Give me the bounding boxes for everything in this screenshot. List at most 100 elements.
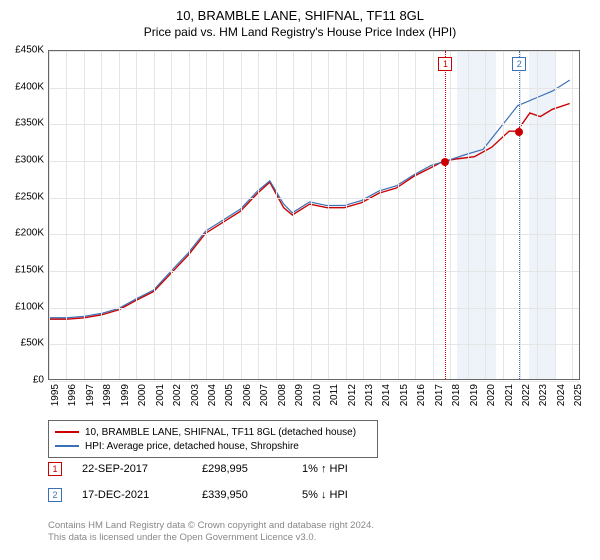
sale-date: 17-DEC-2021 — [82, 489, 182, 501]
x-axis-label: 2020 — [486, 384, 497, 414]
x-axis-label: 1999 — [120, 384, 131, 414]
gridline-v — [398, 51, 399, 379]
x-axis-label: 2013 — [364, 384, 375, 414]
gridline-v — [311, 51, 312, 379]
x-axis-label: 2015 — [399, 384, 410, 414]
sale-delta: 1% ↑ HPI — [302, 463, 348, 475]
gridline-v — [119, 51, 120, 379]
sale-marker-label: 1 — [438, 57, 452, 71]
x-axis-label: 2001 — [155, 384, 166, 414]
gridline-v — [241, 51, 242, 379]
gridline-h — [49, 344, 579, 345]
sale-marker-dot — [441, 158, 449, 166]
y-axis-label: £400K — [4, 81, 44, 92]
x-axis-label: 2008 — [277, 384, 288, 414]
gridline-v — [380, 51, 381, 379]
gridline-h — [49, 51, 579, 52]
y-axis-label: £450K — [4, 45, 44, 56]
footer-line: This data is licensed under the Open Gov… — [48, 532, 374, 544]
sale-delta: 5% ↓ HPI — [302, 489, 348, 501]
sale-row-marker: 2 — [48, 488, 62, 502]
gridline-h — [49, 161, 579, 162]
legend-item: HPI: Average price, detached house, Shro… — [55, 439, 371, 453]
gridline-v — [276, 51, 277, 379]
chart-subtitle: Price paid vs. HM Land Registry's House … — [0, 23, 600, 39]
sale-price: £298,995 — [202, 463, 282, 475]
y-axis-label: £250K — [4, 191, 44, 202]
chart-title: 10, BRAMBLE LANE, SHIFNAL, TF11 8GL — [0, 0, 600, 23]
legend-label: HPI: Average price, detached house, Shro… — [85, 441, 299, 452]
sale-row: 2 17-DEC-2021 £339,950 5% ↓ HPI — [48, 488, 348, 502]
gridline-h — [49, 124, 579, 125]
legend-label: 10, BRAMBLE LANE, SHIFNAL, TF11 8GL (det… — [85, 427, 356, 438]
gridline-v — [433, 51, 434, 379]
gridline-v — [293, 51, 294, 379]
x-axis-label: 2019 — [469, 384, 480, 414]
x-axis-label: 2009 — [294, 384, 305, 414]
x-axis-label: 2011 — [329, 384, 340, 414]
x-axis-label: 2000 — [137, 384, 148, 414]
x-axis-label: 2007 — [259, 384, 270, 414]
gridline-h — [49, 88, 579, 89]
gridline-v — [84, 51, 85, 379]
gridline-v — [572, 51, 573, 379]
legend-swatch — [55, 431, 79, 433]
gridline-v — [49, 51, 50, 379]
gridline-v — [171, 51, 172, 379]
chart-lines — [49, 51, 579, 379]
x-axis-label: 1996 — [67, 384, 78, 414]
gridline-h — [49, 381, 579, 382]
gridline-v — [346, 51, 347, 379]
gridline-v — [328, 51, 329, 379]
gridline-h — [49, 198, 579, 199]
legend-item: 10, BRAMBLE LANE, SHIFNAL, TF11 8GL (det… — [55, 425, 371, 439]
x-axis-label: 2025 — [573, 384, 584, 414]
gridline-v — [503, 51, 504, 379]
y-axis-label: £50K — [4, 338, 44, 349]
sale-row: 1 22-SEP-2017 £298,995 1% ↑ HPI — [48, 462, 348, 476]
x-axis-label: 2022 — [521, 384, 532, 414]
x-axis-label: 2012 — [347, 384, 358, 414]
x-axis-label: 1997 — [85, 384, 96, 414]
gridline-v — [154, 51, 155, 379]
gridline-v — [485, 51, 486, 379]
gridline-h — [49, 271, 579, 272]
gridline-v — [555, 51, 556, 379]
sale-row-marker: 1 — [48, 462, 62, 476]
x-axis-label: 2006 — [242, 384, 253, 414]
x-axis-label: 2016 — [416, 384, 427, 414]
sale-marker-dot — [515, 128, 523, 136]
y-axis-label: £200K — [4, 228, 44, 239]
gridline-v — [415, 51, 416, 379]
gridline-v — [66, 51, 67, 379]
sale-marker-line — [519, 51, 520, 379]
gridline-v — [258, 51, 259, 379]
y-axis-label: £350K — [4, 118, 44, 129]
y-axis-label: £300K — [4, 155, 44, 166]
x-axis-label: 2005 — [224, 384, 235, 414]
gridline-v — [189, 51, 190, 379]
gridline-v — [101, 51, 102, 379]
footer-line: Contains HM Land Registry data © Crown c… — [48, 520, 374, 532]
gridline-h — [49, 234, 579, 235]
sale-marker-label: 2 — [512, 57, 526, 71]
x-axis-label: 2010 — [312, 384, 323, 414]
gridline-v — [363, 51, 364, 379]
x-axis-label: 2018 — [451, 384, 462, 414]
sale-date: 22-SEP-2017 — [82, 463, 182, 475]
x-axis-label: 2003 — [190, 384, 201, 414]
y-axis-label: £0 — [4, 375, 44, 386]
sale-price: £339,950 — [202, 489, 282, 501]
chart-plot-area: 12 — [48, 50, 580, 380]
x-axis-label: 1995 — [50, 384, 61, 414]
gridline-h — [49, 308, 579, 309]
gridline-v — [537, 51, 538, 379]
x-axis-label: 1998 — [102, 384, 113, 414]
x-axis-label: 2014 — [381, 384, 392, 414]
gridline-v — [206, 51, 207, 379]
x-axis-label: 2021 — [504, 384, 515, 414]
sale-marker-line — [445, 51, 446, 379]
gridline-v — [223, 51, 224, 379]
gridline-v — [468, 51, 469, 379]
x-axis-label: 2023 — [538, 384, 549, 414]
